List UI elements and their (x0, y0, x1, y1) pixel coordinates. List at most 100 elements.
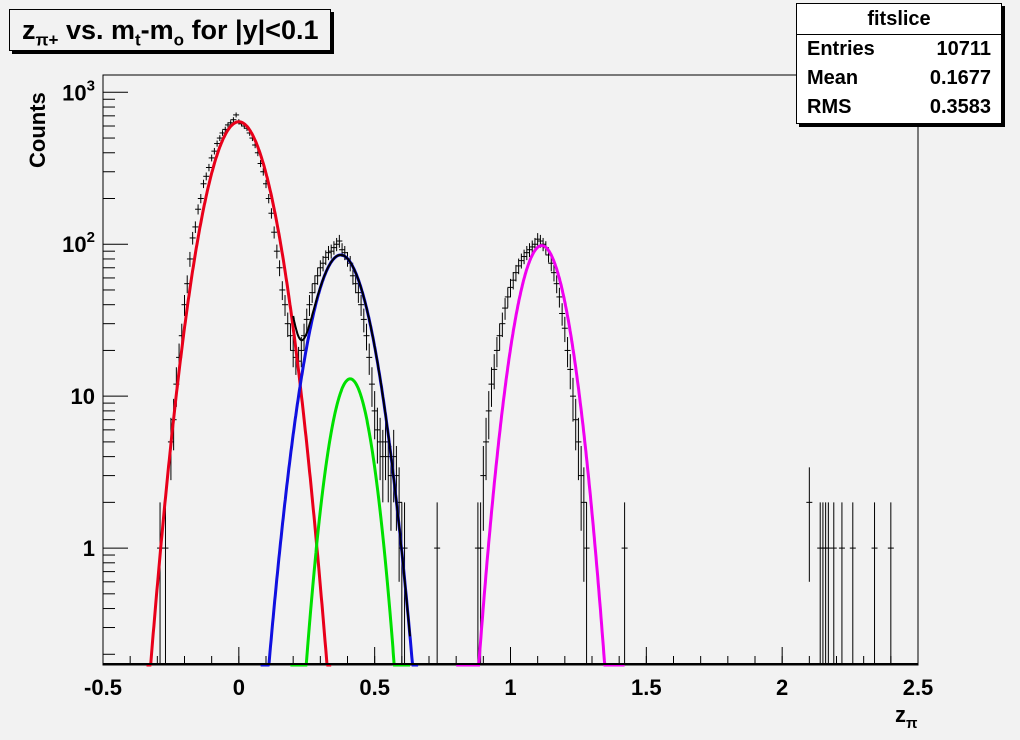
data-point (298, 337, 305, 368)
fit-curves (103, 120, 918, 667)
stats-label: RMS (807, 96, 852, 118)
data-point (838, 502, 845, 665)
data-point (306, 295, 313, 317)
data-point (580, 467, 587, 582)
frame-background (102, 74, 919, 666)
data-point (496, 323, 503, 351)
data-point (480, 445, 487, 531)
x-tick-label: 2.5 (903, 675, 934, 700)
axes: -0.5 0 0.5 1 1.5 2 2.5 1 10 102 103 (62, 77, 933, 700)
data-point (493, 337, 500, 368)
data-point (368, 367, 375, 407)
data-point (849, 502, 856, 665)
data-point (583, 502, 590, 665)
data-point (352, 275, 359, 294)
data-point (512, 264, 519, 282)
data-point (333, 237, 340, 252)
data-point (510, 272, 517, 290)
data-point (578, 445, 585, 531)
data-point (806, 467, 813, 582)
y-tick-label: 103 (62, 77, 95, 105)
data-point (559, 303, 566, 326)
data-point (521, 249, 528, 265)
title-part: -m (140, 15, 174, 45)
data-point (208, 154, 215, 162)
plot-title: zπ+ vs. mt-mo for |y|<0.1 (9, 9, 332, 51)
title-subscript: t (135, 30, 141, 50)
x-tick-label: 2 (776, 675, 788, 700)
data-point (186, 251, 193, 267)
y-tick-label: 10 (71, 384, 95, 409)
data-point (268, 208, 275, 219)
data-point (349, 267, 356, 285)
fit-curve-total (292, 254, 411, 637)
data-point (189, 231, 196, 245)
data-point (382, 417, 389, 481)
data-point (507, 278, 514, 298)
data-point (556, 287, 563, 308)
data-point (564, 337, 571, 368)
stats-value: 10711 (936, 38, 991, 60)
data-point (534, 233, 541, 246)
data-point (197, 194, 204, 204)
y-axis-label: Counts (25, 92, 50, 168)
data-point (279, 281, 286, 301)
x-axis-label: zπ (895, 702, 918, 732)
data-point (192, 221, 199, 233)
data-point (887, 502, 894, 665)
data-point (550, 264, 557, 282)
data-point (287, 323, 294, 351)
fit-curve-magenta (456, 244, 625, 667)
fit-curve-green (290, 377, 410, 667)
y-tick-label: 1 (83, 536, 95, 561)
data-point (360, 308, 367, 333)
data-point (282, 295, 289, 317)
title-part: vs. m (58, 15, 135, 45)
data-point (561, 316, 568, 343)
data-point (214, 140, 221, 147)
title-part: z (22, 15, 36, 45)
data-point (309, 283, 316, 303)
data-point (830, 502, 837, 665)
title-part: for |y|<0.1 (184, 15, 319, 45)
x-tick-label: 1.5 (631, 675, 662, 700)
stats-value: 0.1677 (929, 67, 991, 89)
stats-label: Mean (807, 67, 859, 89)
data-point (314, 267, 321, 285)
stats-row-rms: RMS 0.3583 (797, 93, 1001, 122)
data-point (355, 283, 362, 303)
data-point (195, 204, 202, 215)
data-point (363, 323, 370, 351)
x-tick-label: 0.5 (359, 675, 390, 700)
data-point (491, 354, 498, 390)
data-point (273, 244, 280, 259)
data-point (569, 377, 576, 422)
data-point (325, 245, 332, 261)
data-point (328, 244, 335, 259)
data-point (336, 234, 343, 248)
x-tick-label: -0.5 (84, 675, 122, 700)
data-point (162, 502, 169, 665)
data-point (871, 502, 878, 665)
data-point (499, 312, 506, 338)
stats-label: Entries (807, 38, 875, 60)
data-point (504, 287, 511, 308)
title-subscript: o (173, 30, 185, 50)
x-tick-label: 1 (504, 675, 516, 700)
x-tick-label: 0 (233, 675, 245, 700)
data-point (203, 172, 210, 181)
stats-box: fitslice Entries 10711 Mean 0.1677 RMS 0… (796, 3, 1002, 124)
stats-value: 0.3583 (929, 96, 991, 118)
data-point (330, 241, 337, 255)
data-point (377, 417, 384, 481)
data-point (434, 502, 441, 665)
data-point (320, 255, 327, 272)
data-point (523, 245, 530, 261)
data-point (567, 354, 574, 390)
data-point (233, 112, 240, 118)
data-points (157, 112, 894, 665)
title-subscript: π+ (35, 30, 59, 50)
y-tick-label: 102 (62, 229, 95, 257)
data-point (374, 407, 381, 464)
